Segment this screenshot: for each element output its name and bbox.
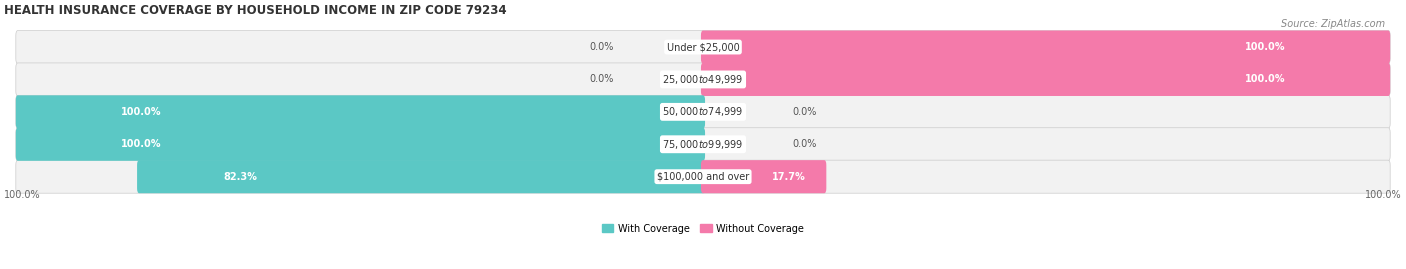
Text: 100.0%: 100.0% xyxy=(121,139,162,149)
FancyBboxPatch shape xyxy=(15,128,1391,161)
Text: 100.0%: 100.0% xyxy=(1244,42,1285,52)
Text: 100.0%: 100.0% xyxy=(121,107,162,117)
FancyBboxPatch shape xyxy=(136,160,704,193)
Text: 82.3%: 82.3% xyxy=(224,172,257,182)
Text: HEALTH INSURANCE COVERAGE BY HOUSEHOLD INCOME IN ZIP CODE 79234: HEALTH INSURANCE COVERAGE BY HOUSEHOLD I… xyxy=(4,4,506,17)
Text: Source: ZipAtlas.com: Source: ZipAtlas.com xyxy=(1281,19,1385,29)
FancyBboxPatch shape xyxy=(15,128,704,161)
Text: $25,000 to $49,999: $25,000 to $49,999 xyxy=(662,73,744,86)
FancyBboxPatch shape xyxy=(702,30,1391,63)
Text: 0.0%: 0.0% xyxy=(589,42,614,52)
FancyBboxPatch shape xyxy=(702,63,1391,96)
Text: 100.0%: 100.0% xyxy=(1244,75,1285,84)
Legend: With Coverage, Without Coverage: With Coverage, Without Coverage xyxy=(598,220,808,238)
FancyBboxPatch shape xyxy=(15,95,1391,128)
Text: $50,000 to $74,999: $50,000 to $74,999 xyxy=(662,105,744,118)
Text: 0.0%: 0.0% xyxy=(792,107,817,117)
Text: 100.0%: 100.0% xyxy=(4,190,41,200)
Text: 0.0%: 0.0% xyxy=(792,139,817,149)
FancyBboxPatch shape xyxy=(15,160,1391,193)
Text: $100,000 and over: $100,000 and over xyxy=(657,172,749,182)
FancyBboxPatch shape xyxy=(15,95,704,128)
Text: 17.7%: 17.7% xyxy=(772,172,806,182)
FancyBboxPatch shape xyxy=(15,63,1391,96)
FancyBboxPatch shape xyxy=(702,160,827,193)
Text: $75,000 to $99,999: $75,000 to $99,999 xyxy=(662,138,744,151)
FancyBboxPatch shape xyxy=(15,30,1391,63)
Text: Under $25,000: Under $25,000 xyxy=(666,42,740,52)
Text: 100.0%: 100.0% xyxy=(1365,190,1402,200)
Text: 0.0%: 0.0% xyxy=(589,75,614,84)
